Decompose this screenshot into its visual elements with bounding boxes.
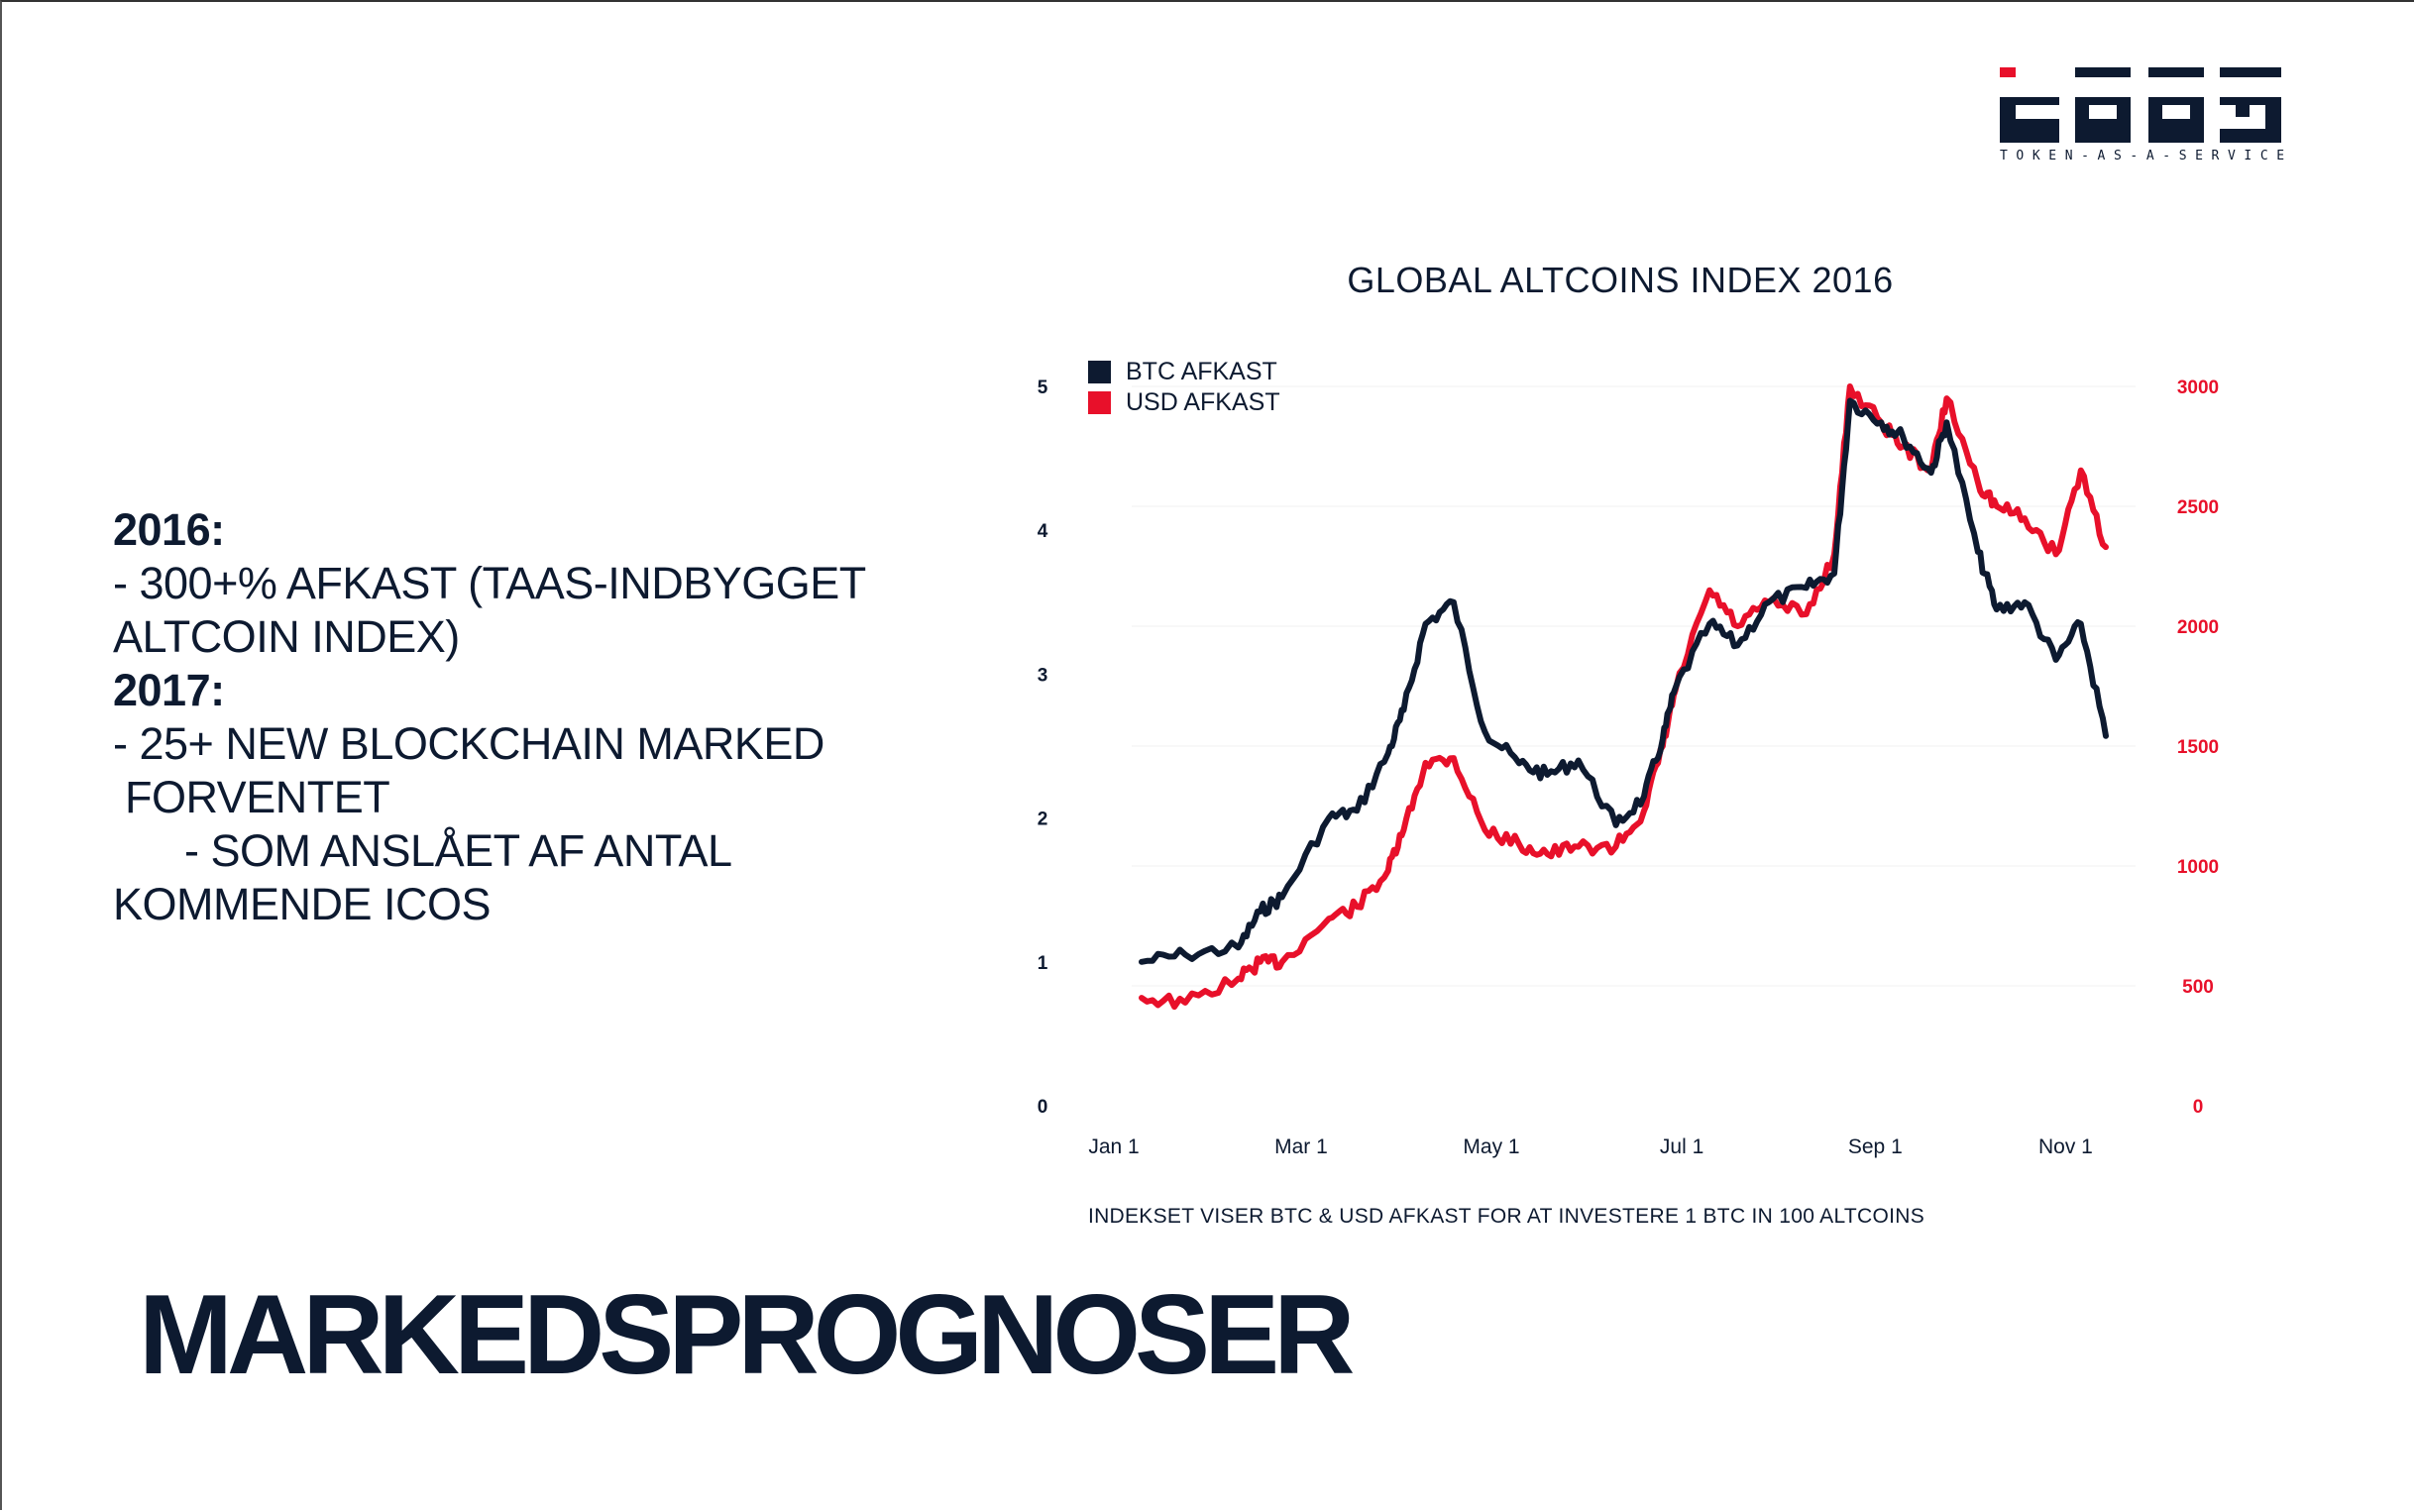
left-tick-label: 2 [1038,810,1048,830]
right-tick-label: 1000 [2177,857,2219,878]
x-tick-label: Jul 1 [1660,1135,1703,1158]
right-tick-label: 0 [2193,1097,2204,1118]
left-tick-label: 4 [1038,521,1048,542]
chart-legend: BTC AFKAST USD AFKAST [1088,357,1280,418]
left-axis: 0 1 2 3 4 5 [1038,378,1048,1118]
left-tick-label: 1 [1038,953,1048,974]
right-tick-label: 1500 [2177,737,2219,758]
left-tick-label: 3 [1038,665,1048,686]
left-tick-label: 5 [1038,378,1048,398]
right-tick-label: 3000 [2177,378,2219,398]
chart-title: GLOBAL ALTCOINS INDEX 2016 [1347,260,1894,300]
legend-label-usd: USD AFKAST [1126,388,1280,416]
legend-item-btc: BTC AFKAST [1088,357,1280,387]
series-layer [1139,383,2109,1011]
forecast-text: 2016: - 300+% AFKAST (TAAS-INDBYGGET ALT… [113,503,1005,931]
x-axis: Jan 1 Mar 1 May 1 Jul 1 Sep 1 Nov 1 [1088,1135,2093,1158]
chart-footnote: INDEKSET VISER BTC & USD AFKAST FOR AT I… [1087,1205,1925,1228]
chart-grid [1132,385,2136,987]
legend-label-btc: BTC AFKAST [1126,358,1277,385]
series-line-btc [1139,397,2109,965]
x-tick-label: Mar 1 [1274,1135,1328,1158]
legend-swatch-btc [1088,361,1111,383]
text-line-2016-a: - 300+% AFKAST (TAAS-INDBYGGET [113,558,866,608]
page-heading: MARKEDSPROGNOSER [139,1272,1355,1398]
legend-swatch-usd [1088,391,1111,414]
text-line-2017-b: FORVENTET [113,772,390,822]
left-tick-label: 0 [1038,1097,1048,1118]
x-tick-label: Jan 1 [1088,1135,1139,1158]
text-line-2017-a: - 25+ NEW BLOCKCHAIN MARKED [113,718,824,769]
x-tick-label: Sep 1 [1848,1135,1903,1158]
x-tick-label: Nov 1 [2038,1135,2093,1158]
year-2016-label: 2016: [113,504,225,555]
logo-tagline: TOKEN-AS-A-SERVICE [2000,149,2293,163]
text-line-2017-d: KOMMENDE ICOS [113,879,492,929]
legend-item-usd: USD AFKAST [1088,387,1280,418]
taas-logo [2000,67,2281,143]
right-tick-label: 500 [2182,977,2214,998]
year-2017-label: 2017: [113,665,225,715]
x-tick-label: May 1 [1463,1135,1519,1158]
text-line-2016-b: ALTCOIN INDEX) [113,611,460,662]
right-tick-label: 2500 [2177,497,2219,518]
right-tick-label: 2000 [2177,617,2219,638]
text-line-2017-c: - SOM ANSLÅET AF ANTAL [184,825,732,876]
right-axis: 0 500 1000 1500 2000 2500 3000 [2177,378,2219,1118]
